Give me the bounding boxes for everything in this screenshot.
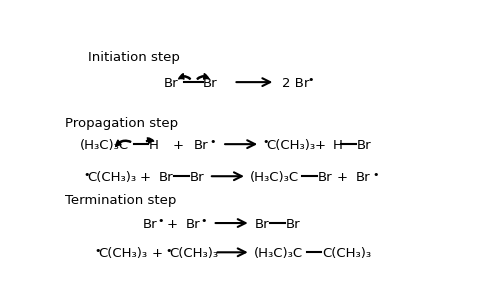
Text: +: + <box>336 171 347 184</box>
Text: H: H <box>149 139 159 152</box>
Text: Br: Br <box>159 171 173 184</box>
Text: 2 Br: 2 Br <box>281 77 308 90</box>
Text: •: • <box>371 170 378 180</box>
Text: C(CH₃)₃: C(CH₃)₃ <box>98 247 147 260</box>
Text: C(CH₃)₃: C(CH₃)₃ <box>266 139 315 152</box>
Text: C(CH₃)₃: C(CH₃)₃ <box>87 171 136 184</box>
Text: Br: Br <box>193 139 208 152</box>
Text: Initiation step: Initiation step <box>87 51 179 64</box>
Text: Br: Br <box>203 77 218 90</box>
Text: •: • <box>165 246 171 256</box>
Text: Br: Br <box>185 218 200 231</box>
FancyArrowPatch shape <box>146 138 153 143</box>
FancyArrowPatch shape <box>178 74 190 79</box>
Text: Br: Br <box>285 218 300 231</box>
Text: (H₃C)₃C: (H₃C)₃C <box>253 247 302 260</box>
FancyArrowPatch shape <box>115 140 130 147</box>
Text: •: • <box>262 137 269 147</box>
Text: +: + <box>140 171 151 184</box>
Text: Br: Br <box>355 171 370 184</box>
Text: Termination step: Termination step <box>65 194 176 207</box>
Text: (H₃C)₃C: (H₃C)₃C <box>249 171 298 184</box>
Text: +: + <box>173 139 183 152</box>
Text: Br: Br <box>356 139 370 152</box>
Text: Br: Br <box>163 77 178 90</box>
Text: •: • <box>158 216 164 226</box>
Text: •: • <box>209 137 216 147</box>
Text: C(CH₃)₃: C(CH₃)₃ <box>321 247 370 260</box>
Text: •: • <box>83 170 89 180</box>
Text: +: + <box>152 247 163 260</box>
Text: Br: Br <box>317 171 331 184</box>
Text: H: H <box>332 139 343 152</box>
Text: •: • <box>307 75 314 85</box>
Text: •: • <box>200 216 206 226</box>
Text: Br: Br <box>189 171 204 184</box>
FancyArrowPatch shape <box>197 74 208 79</box>
Text: C(CH₃)₃: C(CH₃)₃ <box>169 247 218 260</box>
Text: +: + <box>166 218 177 231</box>
Text: Br: Br <box>254 218 268 231</box>
Text: +: + <box>314 139 325 152</box>
Text: Propagation step: Propagation step <box>65 117 178 130</box>
Text: •: • <box>94 246 101 256</box>
Text: (H₃C)₃C: (H₃C)₃C <box>80 139 129 152</box>
Text: Br: Br <box>142 218 157 231</box>
